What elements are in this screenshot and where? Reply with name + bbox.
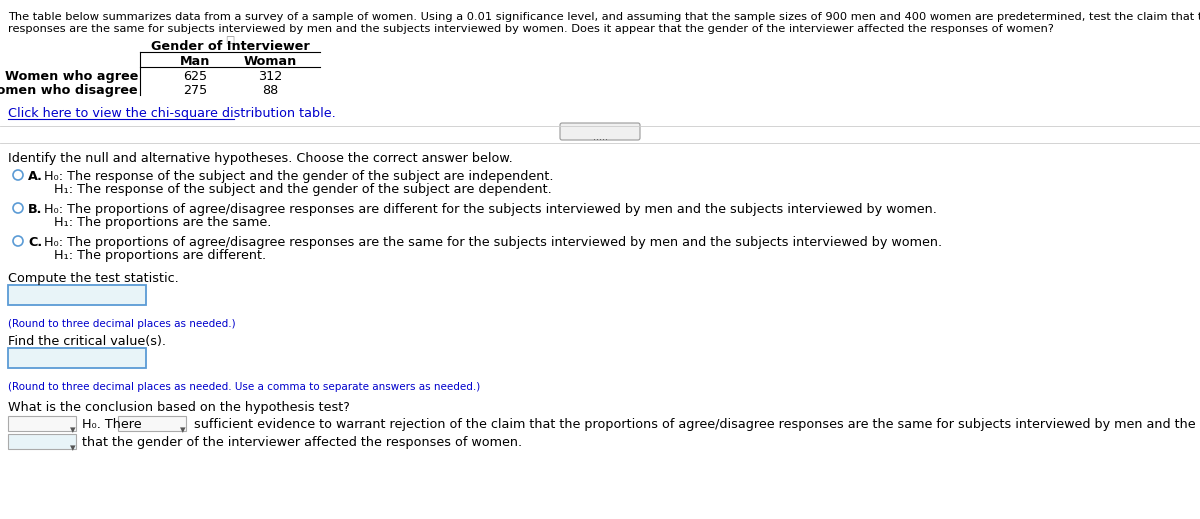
Text: 625: 625 <box>182 70 208 83</box>
Text: Man: Man <box>180 55 210 68</box>
Text: 312: 312 <box>258 70 282 83</box>
FancyBboxPatch shape <box>8 285 146 305</box>
Text: □: □ <box>226 35 235 45</box>
Text: C.: C. <box>28 236 42 249</box>
FancyBboxPatch shape <box>8 434 76 449</box>
Text: H₁: The proportions are different.: H₁: The proportions are different. <box>54 249 266 262</box>
Text: 275: 275 <box>182 84 208 97</box>
Text: .....: ..... <box>593 132 607 142</box>
Text: (Round to three decimal places as needed.): (Round to three decimal places as needed… <box>8 319 235 329</box>
Text: ▾: ▾ <box>70 425 76 435</box>
Text: What is the conclusion based on the hypothesis test?: What is the conclusion based on the hypo… <box>8 401 350 414</box>
Text: Gender of Interviewer: Gender of Interviewer <box>151 40 310 53</box>
FancyBboxPatch shape <box>8 416 76 431</box>
Text: 88: 88 <box>262 84 278 97</box>
FancyBboxPatch shape <box>8 348 146 368</box>
Text: ▾: ▾ <box>180 425 186 435</box>
Text: sufficient evidence to warrant rejection of the claim that the proportions of ag: sufficient evidence to warrant rejection… <box>194 418 1200 431</box>
Text: H₀: The response of the subject and the gender of the subject are independent.: H₀: The response of the subject and the … <box>44 170 553 183</box>
Text: Compute the test statistic.: Compute the test statistic. <box>8 272 179 285</box>
FancyBboxPatch shape <box>560 123 640 140</box>
Text: H₁: The response of the subject and the gender of the subject are dependent.: H₁: The response of the subject and the … <box>54 183 552 196</box>
Text: Identify the null and alternative hypotheses. Choose the correct answer below.: Identify the null and alternative hypoth… <box>8 152 512 165</box>
Text: Click here to view the chi-square distribution table.: Click here to view the chi-square distri… <box>8 107 336 120</box>
FancyBboxPatch shape <box>118 416 186 431</box>
Text: Women who agree: Women who agree <box>5 70 138 83</box>
Text: Women who disagree: Women who disagree <box>0 84 138 97</box>
Text: The table below summarizes data from a survey of a sample of women. Using a 0.01: The table below summarizes data from a s… <box>8 12 1200 22</box>
Text: H₀: The proportions of agree/disagree responses are the same for the subjects in: H₀: The proportions of agree/disagree re… <box>44 236 942 249</box>
Text: ▾: ▾ <box>70 443 76 453</box>
Text: Woman: Woman <box>244 55 296 68</box>
Text: H₁: The proportions are the same.: H₁: The proportions are the same. <box>54 216 271 229</box>
Text: (Round to three decimal places as needed. Use a comma to separate answers as nee: (Round to three decimal places as needed… <box>8 382 480 392</box>
Text: responses are the same for subjects interviewed by men and the subjects intervie: responses are the same for subjects inte… <box>8 24 1054 34</box>
Text: Find the critical value(s).: Find the critical value(s). <box>8 335 166 348</box>
Text: B.: B. <box>28 203 42 216</box>
Text: H₀: The proportions of agree/disagree responses are different for the subjects i: H₀: The proportions of agree/disagree re… <box>44 203 937 216</box>
Text: that the gender of the interviewer affected the responses of women.: that the gender of the interviewer affec… <box>82 436 522 449</box>
Text: A.: A. <box>28 170 43 183</box>
Text: H₀. There: H₀. There <box>82 418 142 431</box>
